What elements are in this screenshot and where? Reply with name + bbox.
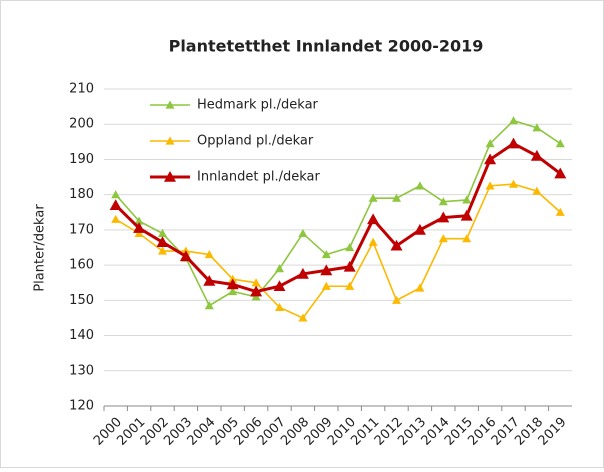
y-axis-label: Planter/dekar: [33, 204, 48, 292]
data-point: [530, 149, 543, 161]
data-point: [111, 190, 121, 199]
legend-marker: [165, 100, 175, 109]
data-point: [133, 222, 146, 233]
y-tick-label: 180: [69, 187, 94, 202]
series-line: [115, 119, 561, 307]
data-point: [273, 280, 286, 292]
data-point: [251, 278, 261, 287]
data-point: [438, 197, 448, 206]
data-point: [134, 216, 144, 225]
data-point: [390, 239, 403, 251]
data-point: [460, 209, 473, 221]
data-point: [415, 181, 425, 190]
data-point: [509, 179, 518, 188]
data-point: [111, 214, 121, 223]
data-point: [134, 228, 144, 238]
y-tick-label: 140: [69, 328, 94, 343]
data-point: [179, 250, 192, 262]
data-point: [345, 281, 355, 290]
data-point: [203, 274, 216, 286]
data-point: [368, 193, 378, 202]
data-point: [507, 137, 520, 149]
data-point: [343, 260, 356, 272]
data-point: [298, 313, 308, 322]
y-tick-label: 190: [69, 152, 94, 167]
data-point: [226, 278, 239, 290]
data-point: [462, 234, 472, 243]
data-point: [275, 264, 284, 273]
data-point: [437, 211, 450, 223]
data-point: [413, 223, 426, 235]
data-point: [250, 285, 263, 297]
y-tick-label: 160: [69, 258, 94, 273]
data-point: [392, 295, 401, 304]
y-tick-label: 130: [69, 363, 94, 378]
chart-title: Plantetetthet Innlandet 2000-2019: [169, 37, 484, 56]
data-point: [532, 123, 542, 132]
data-point: [555, 207, 565, 216]
data-point: [156, 236, 169, 248]
data-point: [321, 250, 331, 259]
legend-label: Oppland pl./dekar: [197, 134, 314, 149]
data-point: [345, 243, 355, 252]
data-point: [109, 199, 122, 211]
data-point: [438, 234, 448, 243]
y-tick-label: 170: [69, 222, 94, 237]
data-point: [298, 228, 308, 238]
data-point: [275, 302, 284, 311]
data-point: [509, 116, 518, 125]
legend-label: Innlandet pl./dekar: [197, 170, 321, 185]
data-point: [367, 213, 380, 225]
data-point: [415, 283, 425, 292]
data-point: [296, 267, 309, 279]
data-point: [368, 237, 378, 246]
data-point: [204, 301, 214, 310]
series-line: [115, 183, 561, 319]
legend-marker: [164, 171, 176, 182]
data-point: [555, 139, 565, 148]
y-tick-label: 120: [69, 399, 94, 414]
data-point: [462, 195, 472, 204]
data-point: [320, 264, 333, 276]
data-point: [554, 167, 567, 179]
legend-marker: [165, 136, 175, 145]
data-point: [532, 186, 542, 195]
data-point: [485, 139, 495, 148]
data-point: [158, 228, 167, 238]
y-tick-label: 150: [69, 293, 94, 308]
data-point: [484, 153, 497, 165]
data-point: [158, 246, 167, 255]
data-point: [251, 292, 261, 301]
legend-label: Hedmark pl./dekar: [197, 98, 319, 113]
data-point: [321, 281, 331, 290]
data-point: [392, 193, 401, 202]
data-point: [228, 287, 238, 296]
y-tick-label: 210: [69, 82, 94, 97]
data-point: [204, 250, 214, 259]
y-tick-label: 200: [69, 117, 94, 132]
data-point: [485, 181, 495, 190]
